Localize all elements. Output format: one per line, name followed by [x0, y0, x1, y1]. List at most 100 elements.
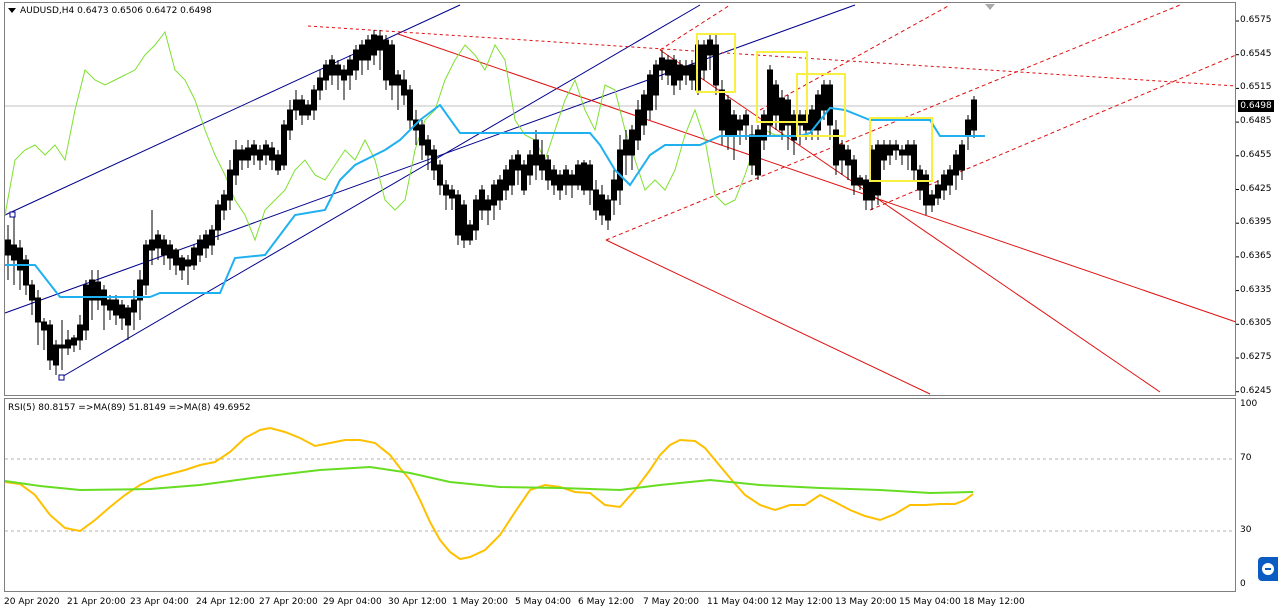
candle-body — [365, 39, 371, 61]
teamviewer-icon[interactable] — [1258, 557, 1278, 581]
candle-body — [953, 154, 959, 176]
candle-body — [239, 149, 245, 161]
kijun-cyan-line — [5, 103, 985, 298]
candle-body — [611, 179, 617, 201]
scroll-arrow-icon[interactable] — [985, 4, 995, 10]
candle-body — [935, 184, 941, 199]
candle-body — [473, 199, 479, 231]
time-tick-label: 24 Apr 12:00 — [196, 597, 255, 607]
candle-body — [599, 194, 605, 216]
candle-body — [617, 149, 623, 191]
candle-body — [323, 64, 329, 81]
candle-body — [35, 297, 41, 323]
candle-body — [227, 169, 233, 201]
candle-body — [353, 49, 359, 71]
candle-body — [197, 239, 203, 256]
time-tick-label: 12 May 12:00 — [771, 597, 833, 607]
candle-body — [743, 114, 749, 126]
candle-body — [119, 304, 125, 319]
time-tick-label: 5 May 04:00 — [515, 597, 571, 607]
candle-body — [131, 299, 137, 313]
candle-body — [815, 94, 821, 131]
pitchfork-line — [659, 49, 1161, 393]
chart-header: AUDUSD,H4 0.6473 0.6506 0.6472 0.6498 — [8, 6, 212, 16]
candle-body — [593, 189, 599, 211]
candle-body — [335, 64, 341, 76]
candle-body — [923, 174, 929, 206]
rsi-indicator-pane[interactable] — [4, 398, 1236, 592]
ichimoku-green-line — [4, 30, 785, 242]
candle-body — [383, 39, 389, 81]
price-tick-label: 0.6305 — [1240, 318, 1272, 329]
candle-body — [689, 64, 695, 81]
price-tick-label: 0.6485 — [1240, 116, 1272, 127]
rsi-tick-label: 30 — [1240, 525, 1252, 535]
candle-body — [287, 109, 293, 131]
candle-body — [965, 119, 971, 136]
price-tick-label: 0.6515 — [1240, 82, 1272, 93]
candle-body — [467, 224, 473, 241]
candle-body — [653, 64, 659, 96]
candle-body — [419, 124, 425, 146]
candle-body — [281, 124, 287, 166]
candle-body — [959, 144, 965, 171]
candle-body — [329, 59, 335, 76]
candle-body — [479, 189, 485, 211]
candle-body — [911, 144, 917, 171]
candle-body — [455, 194, 461, 236]
candle-body — [461, 204, 467, 241]
highlight-box — [796, 73, 846, 137]
candle-body — [59, 344, 65, 349]
candle-body — [167, 244, 173, 259]
candle-body — [575, 164, 581, 186]
candle-body — [215, 204, 221, 231]
time-tick-label: 30 Apr 12:00 — [388, 597, 447, 607]
regression-channel-line — [59, 4, 701, 379]
candle-body — [683, 65, 689, 76]
candle-body — [41, 321, 47, 331]
candle-body — [779, 97, 785, 131]
candle-body — [269, 147, 275, 161]
candle-body — [311, 89, 317, 111]
candle-body — [551, 169, 557, 186]
candle-body — [755, 129, 761, 176]
channel-anchor — [58, 374, 65, 381]
rsi-header-label: RSI(5) 80.8157 =>MA(89) 51.8149 =>MA(8) … — [8, 403, 251, 413]
candle-body — [221, 194, 227, 211]
candle-body — [179, 257, 185, 271]
candle-body — [767, 69, 773, 126]
candle-body — [485, 199, 491, 211]
candle-body — [665, 59, 671, 76]
time-tick-label: 27 Apr 20:00 — [259, 597, 318, 607]
candle-body — [545, 159, 551, 181]
candle-body — [947, 169, 953, 186]
candle-body — [65, 339, 71, 349]
candle-body — [941, 174, 947, 191]
candle-body — [875, 144, 881, 196]
candle-body — [881, 144, 887, 161]
candle-body — [539, 154, 545, 171]
dropdown-triangle-icon[interactable] — [8, 8, 16, 13]
candle-body — [515, 154, 521, 171]
time-tick-label: 18 May 12:00 — [963, 597, 1025, 607]
pitchfork-dashed-line — [605, 4, 1181, 241]
price-tick-label: 0.6275 — [1240, 352, 1272, 362]
candle-body — [929, 194, 935, 206]
time-tick-label: 1 May 20:00 — [452, 597, 508, 607]
time-tick-label: 13 May 20:00 — [835, 597, 897, 607]
rsi-tick-label: 0 — [1240, 579, 1246, 589]
candle-body — [845, 149, 851, 166]
time-tick-label: 6 May 12:00 — [578, 597, 634, 607]
candle-body — [893, 144, 899, 151]
candle-body — [23, 259, 29, 286]
candle-body — [191, 247, 197, 266]
candle-body — [581, 162, 587, 191]
candle-body — [857, 177, 863, 186]
candle-body — [863, 179, 869, 201]
pitchfork-line — [605, 239, 931, 395]
symbol-ohlc-label: AUDUSD,H4 0.6473 0.6506 0.6472 0.6498 — [20, 6, 212, 16]
candle-body — [797, 114, 803, 126]
candle-body — [905, 144, 911, 156]
candle-body — [5, 239, 11, 256]
